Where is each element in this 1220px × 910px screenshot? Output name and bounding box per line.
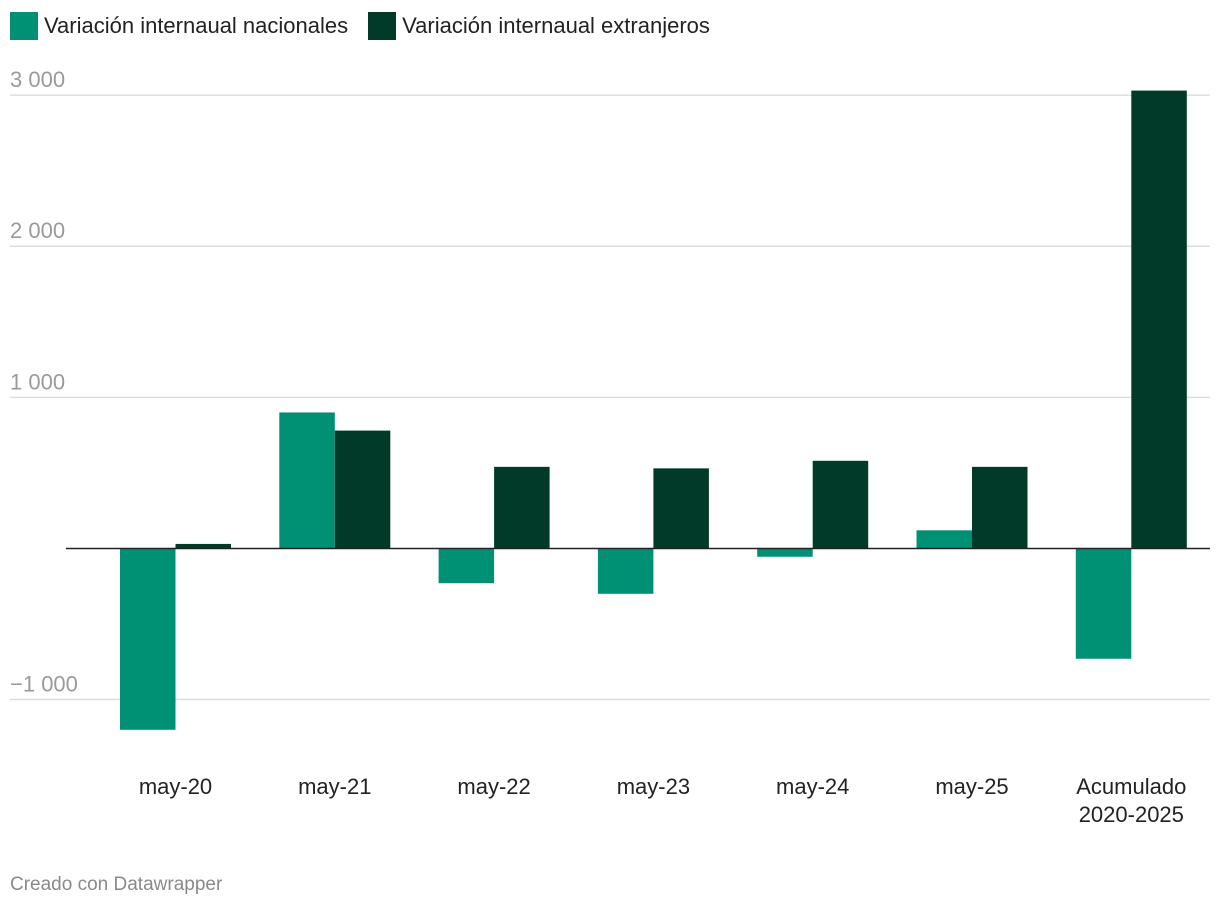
x-tick-label: may-20 <box>139 774 212 799</box>
legend-label-extranjeros: Variación internaual extranjeros <box>402 13 710 38</box>
x-tick-label: may-24 <box>776 774 849 799</box>
footer-credit: Creado con Datawrapper <box>10 874 223 895</box>
legend: Variación internaual nacionales Variació… <box>10 12 710 40</box>
x-tick-label: may-22 <box>457 774 530 799</box>
y-tick-label: 1 000 <box>10 369 65 394</box>
x-tick-label: may-21 <box>298 774 371 799</box>
bar-nacionales <box>1075 548 1132 659</box>
y-tick-label: 3 000 <box>10 67 65 92</box>
y-tick-label: 2 000 <box>10 218 65 243</box>
x-tick-label: Acumulado 2020-2025 <box>1076 774 1186 827</box>
y-tick-label: −1 000 <box>10 672 78 697</box>
bar-nacionales <box>279 412 335 549</box>
legend-label-nacionales: Variación internaual nacionales <box>44 13 349 38</box>
bar-extranjeros <box>334 430 391 549</box>
bar-extranjeros <box>972 466 1028 549</box>
bar-extranjeros <box>653 468 709 549</box>
bar-nacionales <box>438 548 495 584</box>
x-tick-label: may-25 <box>935 774 1008 799</box>
legend-swatch-nacionales <box>10 12 38 40</box>
x-tick-label: may-23 <box>617 774 690 799</box>
bar-extranjeros <box>175 543 231 549</box>
legend-item-nacionales: Variación internaual nacionales <box>10 12 348 40</box>
bar-nacionales <box>597 548 654 594</box>
bar-extranjeros <box>1131 90 1187 549</box>
bar-nacionales <box>916 530 972 549</box>
bar-nacionales <box>120 548 176 730</box>
bar-extranjeros <box>494 466 550 549</box>
legend-item-extranjeros: Variación internaual extranjeros <box>368 12 710 40</box>
bar-extranjeros <box>812 460 869 549</box>
legend-swatch-extranjeros <box>368 12 397 40</box>
bar-nacionales <box>757 548 813 557</box>
